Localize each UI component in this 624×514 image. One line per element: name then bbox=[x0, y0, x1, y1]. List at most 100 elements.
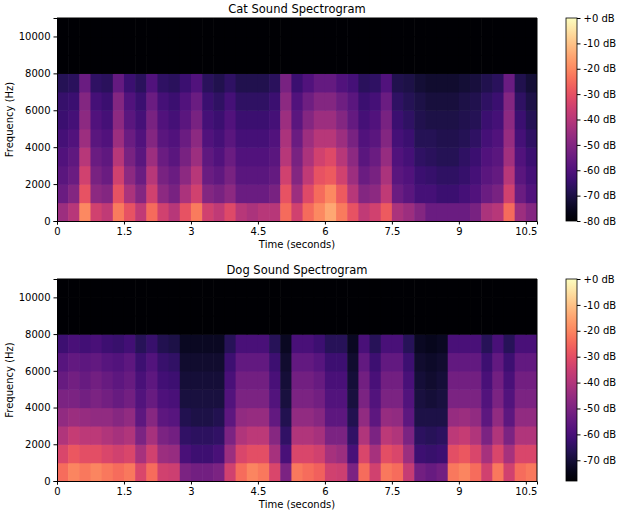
heatmap-cell bbox=[124, 297, 136, 316]
heatmap-cell bbox=[392, 316, 404, 335]
heatmap-cell bbox=[113, 371, 125, 390]
heatmap-cell bbox=[459, 18, 471, 37]
heatmap-cell bbox=[224, 203, 236, 221]
heatmap-cell bbox=[79, 279, 91, 298]
heatmap-cell bbox=[470, 129, 482, 148]
heatmap-cell bbox=[515, 444, 527, 463]
heatmap-cell bbox=[213, 352, 225, 371]
tick: 0 bbox=[54, 221, 60, 237]
heatmap-cell bbox=[146, 18, 158, 37]
heatmap-cell bbox=[414, 408, 426, 427]
heatmap-cell bbox=[492, 36, 504, 55]
heatmap-cell bbox=[526, 279, 537, 298]
heatmap-cell bbox=[437, 463, 449, 481]
heatmap-cell bbox=[526, 147, 537, 166]
heatmap-cell bbox=[180, 334, 192, 353]
heatmap-cell bbox=[291, 444, 303, 463]
tick-label: -40 dB bbox=[584, 377, 617, 388]
heatmap-cell bbox=[459, 184, 471, 203]
heatmap-cell bbox=[79, 18, 91, 37]
heatmap-cell bbox=[448, 297, 460, 316]
heatmap-cell bbox=[157, 203, 169, 221]
heatmap-cell bbox=[515, 279, 527, 298]
heatmap-cell bbox=[448, 73, 460, 92]
heatmap-cell bbox=[113, 334, 125, 353]
heatmap-cell bbox=[358, 408, 370, 427]
heatmap-cell bbox=[448, 129, 460, 148]
heatmap-cell bbox=[291, 203, 303, 221]
heatmap-cell bbox=[157, 110, 169, 129]
heatmap-cell bbox=[358, 147, 370, 166]
heatmap-cell bbox=[314, 110, 326, 129]
heatmap-cell bbox=[258, 129, 270, 148]
heatmap-cell bbox=[358, 389, 370, 408]
tick-mark bbox=[459, 221, 460, 225]
heatmap-cell bbox=[303, 316, 315, 335]
heatmap-cell bbox=[90, 18, 102, 37]
heatmap-cell bbox=[425, 110, 437, 129]
heatmap-cell bbox=[68, 463, 80, 481]
heatmap-cell bbox=[381, 389, 393, 408]
heatmap-cell bbox=[425, 426, 437, 445]
heatmap-cell bbox=[481, 334, 493, 353]
tick-mark bbox=[191, 221, 192, 225]
tick-label: -50 dB bbox=[584, 140, 617, 151]
heatmap-cell bbox=[492, 203, 504, 221]
heatmap-cell bbox=[90, 92, 102, 111]
colorbar-axis: +0 dB-10 dB-20 dB-30 dB-40 dB-50 dB-60 d… bbox=[577, 13, 616, 227]
heatmap-cell bbox=[146, 444, 158, 463]
tick-mark bbox=[124, 481, 125, 485]
heatmap-cell bbox=[470, 18, 482, 37]
heatmap-cell bbox=[403, 408, 415, 427]
heatmap-cell bbox=[492, 110, 504, 129]
tick-label: -40 dB bbox=[584, 114, 617, 125]
heatmap-cell bbox=[392, 147, 404, 166]
heatmap-cell bbox=[358, 55, 370, 74]
heatmap-cell bbox=[135, 55, 147, 74]
heatmap-cell bbox=[102, 334, 114, 353]
heatmap-cell bbox=[481, 203, 493, 221]
heatmap-cell bbox=[224, 55, 236, 74]
heatmap-cell bbox=[504, 408, 516, 427]
heatmap-cell bbox=[157, 147, 169, 166]
tick-label: 1.5 bbox=[117, 226, 133, 237]
heatmap-cell bbox=[370, 444, 382, 463]
heatmap-cell bbox=[358, 129, 370, 148]
tick-mark bbox=[54, 481, 58, 482]
heatmap-cell bbox=[113, 389, 125, 408]
heatmap-cell bbox=[392, 279, 404, 298]
heatmap-cell bbox=[247, 110, 259, 129]
heatmap-cell bbox=[79, 389, 91, 408]
heatmap-cell bbox=[303, 279, 315, 298]
tick: 0 bbox=[54, 481, 60, 497]
heatmap-cell bbox=[79, 316, 91, 335]
heatmap-cell bbox=[90, 408, 102, 427]
heatmap-cell bbox=[437, 371, 449, 390]
heatmap-cell bbox=[79, 110, 91, 129]
heatmap-cell bbox=[459, 316, 471, 335]
heatmap-cell bbox=[425, 279, 437, 298]
heatmap-cell bbox=[135, 389, 147, 408]
heatmap-cell bbox=[325, 444, 337, 463]
heatmap-cell bbox=[492, 73, 504, 92]
tick: 6000 bbox=[25, 105, 57, 116]
heatmap-cell bbox=[481, 316, 493, 335]
heatmap-cell bbox=[146, 166, 158, 185]
heatmap-cell bbox=[526, 389, 537, 408]
heatmap-cell bbox=[224, 426, 236, 445]
heatmap-cell bbox=[370, 389, 382, 408]
heatmap-cell bbox=[347, 203, 359, 221]
heatmap-cell bbox=[370, 73, 382, 92]
heatmap-cell bbox=[370, 110, 382, 129]
heatmap-cell bbox=[504, 352, 516, 371]
tick-label: -10 dB bbox=[584, 300, 617, 311]
heatmap-cell bbox=[135, 352, 147, 371]
heatmap-cell bbox=[191, 371, 203, 390]
heatmap-cell bbox=[157, 18, 169, 37]
tick: -40 dB bbox=[577, 377, 616, 388]
heatmap-cell bbox=[169, 36, 181, 55]
heatmap-cell bbox=[448, 426, 460, 445]
heatmap-cell bbox=[90, 36, 102, 55]
heatmap-cell bbox=[314, 92, 326, 111]
heatmap-cell bbox=[437, 36, 449, 55]
